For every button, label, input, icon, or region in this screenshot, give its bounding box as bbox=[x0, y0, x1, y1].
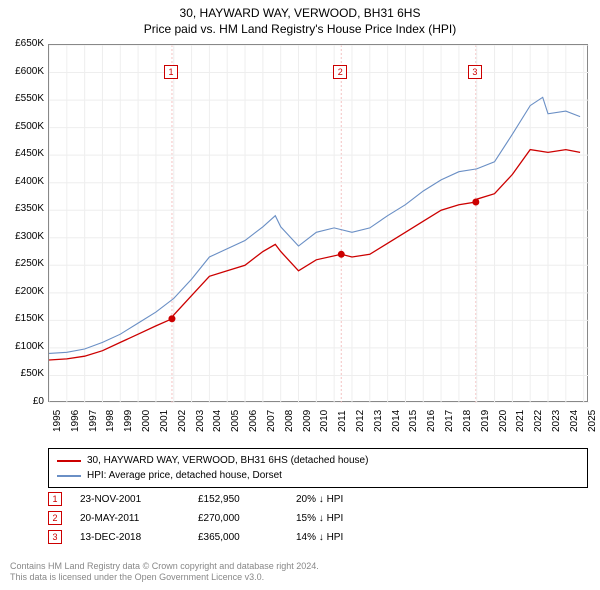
title-line-2: Price paid vs. HM Land Registry's House … bbox=[0, 22, 600, 38]
sale-date-1: 23-NOV-2001 bbox=[80, 494, 180, 505]
x-tick-label: 2016 bbox=[426, 410, 437, 432]
x-tick-label: 1995 bbox=[52, 410, 63, 432]
footer-line-1: Contains HM Land Registry data © Crown c… bbox=[10, 561, 319, 573]
sale-row-1: 1 23-NOV-2001 £152,950 20% ↓ HPI bbox=[48, 492, 588, 506]
y-tick-label: £650K bbox=[0, 38, 44, 49]
legend-item-property: 30, HAYWARD WAY, VERWOOD, BH31 6HS (deta… bbox=[57, 453, 579, 468]
sale-date-2: 20-MAY-2011 bbox=[80, 513, 180, 524]
y-tick-label: £550K bbox=[0, 93, 44, 104]
x-tick-label: 2004 bbox=[212, 410, 223, 432]
y-tick-label: £500K bbox=[0, 121, 44, 132]
y-tick-label: £50K bbox=[0, 368, 44, 379]
x-tick-label: 2005 bbox=[230, 410, 241, 432]
sale-marker-3: 3 bbox=[48, 530, 62, 544]
y-tick-label: £200K bbox=[0, 286, 44, 297]
sale-price-1: £152,950 bbox=[198, 494, 278, 505]
sale-row-3: 3 13-DEC-2018 £365,000 14% ↓ HPI bbox=[48, 530, 588, 544]
x-tick-label: 2025 bbox=[587, 410, 598, 432]
x-tick-label: 2018 bbox=[462, 410, 473, 432]
legend-swatch-hpi bbox=[57, 475, 81, 477]
chart-marker-box-3: 3 bbox=[468, 65, 482, 79]
chart-svg bbox=[49, 45, 589, 403]
x-tick-label: 2012 bbox=[355, 410, 366, 432]
chart-plot-area bbox=[48, 44, 588, 402]
legend: 30, HAYWARD WAY, VERWOOD, BH31 6HS (deta… bbox=[48, 448, 588, 488]
y-tick-label: £450K bbox=[0, 148, 44, 159]
legend-item-hpi: HPI: Average price, detached house, Dors… bbox=[57, 468, 579, 483]
sale-delta-2: 15% ↓ HPI bbox=[296, 513, 396, 524]
x-tick-label: 2019 bbox=[480, 410, 491, 432]
y-tick-label: £350K bbox=[0, 203, 44, 214]
y-tick-label: £100K bbox=[0, 341, 44, 352]
x-tick-label: 2003 bbox=[195, 410, 206, 432]
x-tick-label: 1999 bbox=[123, 410, 134, 432]
chart-marker-box-2: 2 bbox=[333, 65, 347, 79]
x-tick-label: 2006 bbox=[248, 410, 259, 432]
x-tick-label: 2015 bbox=[408, 410, 419, 432]
sale-marker-2: 2 bbox=[48, 511, 62, 525]
legend-label-property: 30, HAYWARD WAY, VERWOOD, BH31 6HS (deta… bbox=[87, 453, 368, 468]
chart-marker-box-1: 1 bbox=[164, 65, 178, 79]
y-tick-label: £300K bbox=[0, 231, 44, 242]
y-tick-label: £150K bbox=[0, 313, 44, 324]
x-tick-label: 2002 bbox=[177, 410, 188, 432]
x-tick-label: 2017 bbox=[444, 410, 455, 432]
x-tick-label: 2013 bbox=[373, 410, 384, 432]
figure-container: 30, HAYWARD WAY, VERWOOD, BH31 6HS Price… bbox=[0, 0, 600, 590]
x-tick-label: 2007 bbox=[266, 410, 277, 432]
x-tick-label: 2001 bbox=[159, 410, 170, 432]
x-tick-label: 2021 bbox=[515, 410, 526, 432]
title-line-1: 30, HAYWARD WAY, VERWOOD, BH31 6HS bbox=[0, 6, 600, 22]
sale-row-2: 2 20-MAY-2011 £270,000 15% ↓ HPI bbox=[48, 511, 588, 525]
sale-date-3: 13-DEC-2018 bbox=[80, 532, 180, 543]
sale-price-3: £365,000 bbox=[198, 532, 278, 543]
x-tick-label: 2014 bbox=[391, 410, 402, 432]
x-tick-label: 2000 bbox=[141, 410, 152, 432]
sale-delta-1: 20% ↓ HPI bbox=[296, 494, 396, 505]
x-tick-label: 1997 bbox=[88, 410, 99, 432]
x-tick-label: 2011 bbox=[337, 410, 348, 432]
sales-table: 1 23-NOV-2001 £152,950 20% ↓ HPI 2 20-MA… bbox=[48, 492, 588, 549]
legend-label-hpi: HPI: Average price, detached house, Dors… bbox=[87, 468, 282, 483]
y-tick-label: £0 bbox=[0, 396, 44, 407]
x-tick-label: 1996 bbox=[70, 410, 81, 432]
x-tick-label: 2010 bbox=[319, 410, 330, 432]
footer-attribution: Contains HM Land Registry data © Crown c… bbox=[10, 561, 319, 584]
y-tick-label: £600K bbox=[0, 66, 44, 77]
x-tick-label: 2020 bbox=[498, 410, 509, 432]
sale-marker-1: 1 bbox=[48, 492, 62, 506]
chart-title: 30, HAYWARD WAY, VERWOOD, BH31 6HS Price… bbox=[0, 0, 600, 37]
footer-line-2: This data is licensed under the Open Gov… bbox=[10, 572, 319, 584]
x-tick-label: 2022 bbox=[533, 410, 544, 432]
legend-swatch-property bbox=[57, 460, 81, 462]
x-tick-label: 2009 bbox=[302, 410, 313, 432]
sale-delta-3: 14% ↓ HPI bbox=[296, 532, 396, 543]
x-tick-label: 2023 bbox=[551, 410, 562, 432]
sale-price-2: £270,000 bbox=[198, 513, 278, 524]
x-tick-label: 2008 bbox=[284, 410, 295, 432]
x-tick-label: 1998 bbox=[105, 410, 116, 432]
x-tick-label: 2024 bbox=[569, 410, 580, 432]
y-tick-label: £400K bbox=[0, 176, 44, 187]
y-tick-label: £250K bbox=[0, 258, 44, 269]
